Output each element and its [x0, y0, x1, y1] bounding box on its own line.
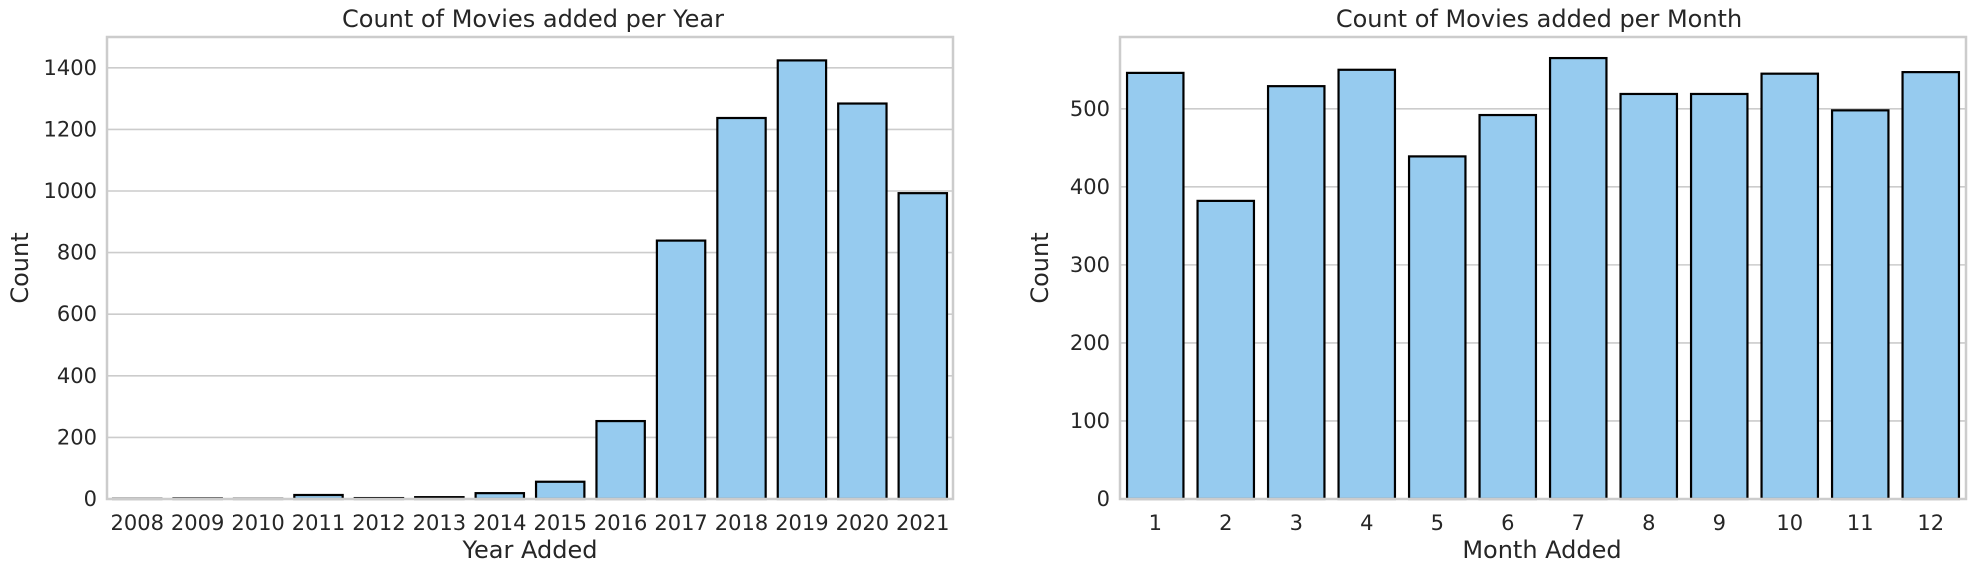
y-tick-label: 800 — [57, 241, 97, 265]
bar-7 — [1550, 58, 1606, 499]
y-tick-label: 300 — [1070, 253, 1110, 277]
chart-title: Count of Movies added per Month — [1336, 5, 1742, 33]
x-tick-label: 11 — [1847, 511, 1874, 535]
x-tick-label: 2021 — [896, 511, 949, 535]
bar-10 — [1762, 74, 1818, 499]
x-tick-label: 10 — [1776, 511, 1803, 535]
x-tick-labels: 2008 2009 2010 2011 2012 2013 2014 2015 2016 2017… — [110, 511, 949, 535]
y-tick-labels: 0 200 400 600 800 1000 1200 1400 — [44, 56, 97, 511]
x-tick-label: 2020 — [836, 511, 889, 535]
x-tick-label: 2019 — [775, 511, 828, 535]
bar-2020 — [838, 104, 886, 499]
bar-9 — [1691, 94, 1747, 499]
bar-11 — [1832, 110, 1888, 499]
bar-6 — [1480, 115, 1536, 499]
x-tick-label: 3 — [1290, 511, 1303, 535]
chart-movies-per-month: Count of Movies added per Month 0 100 200 3… — [1026, 5, 1966, 564]
x-tick-label: 2 — [1219, 511, 1232, 535]
y-tick-label: 0 — [84, 487, 97, 511]
x-tick-label: 2013 — [413, 511, 466, 535]
y-tick-label: 200 — [1070, 331, 1110, 355]
x-tick-label: 2018 — [715, 511, 768, 535]
x-tick-label: 4 — [1360, 511, 1373, 535]
y-tick-label: 1400 — [44, 56, 97, 80]
x-tick-label: 2016 — [594, 511, 647, 535]
bar-2017 — [657, 241, 705, 499]
bar-1 — [1127, 73, 1183, 499]
x-tick-label: 2011 — [292, 511, 345, 535]
bar-2018 — [717, 118, 765, 499]
x-tick-label: 1 — [1149, 511, 1162, 535]
y-tick-label: 0 — [1097, 487, 1110, 511]
y-axis-label: Count — [1026, 232, 1054, 303]
y-tick-label: 200 — [57, 425, 97, 449]
x-axis-label: Month Added — [1462, 536, 1621, 564]
y-tick-label: 500 — [1070, 97, 1110, 121]
y-axis-label: Count — [6, 232, 34, 303]
bar-2021 — [899, 193, 947, 499]
x-tick-label: 2015 — [533, 511, 586, 535]
bar-12 — [1903, 72, 1959, 499]
x-tick-label: 2010 — [231, 511, 284, 535]
bar-2016 — [596, 421, 644, 499]
chart-movies-per-year: Count of Movies added per Year 0 200 400 60… — [6, 5, 953, 564]
y-tick-label: 1200 — [44, 117, 97, 141]
x-tick-label: 9 — [1713, 511, 1726, 535]
y-tick-labels: 0 100 200 300 400 500 — [1070, 97, 1110, 511]
x-tick-label: 6 — [1501, 511, 1514, 535]
bar-8 — [1621, 94, 1677, 499]
x-tick-label: 7 — [1572, 511, 1585, 535]
bars — [1127, 58, 1959, 499]
x-tick-label: 5 — [1431, 511, 1444, 535]
bar-5 — [1409, 156, 1465, 499]
bar-4 — [1339, 70, 1395, 499]
bars — [113, 60, 947, 499]
y-tick-label: 100 — [1070, 409, 1110, 433]
x-tick-label: 2012 — [352, 511, 405, 535]
y-tick-label: 400 — [1070, 175, 1110, 199]
x-tick-label: 8 — [1642, 511, 1655, 535]
x-tick-label: 2009 — [171, 511, 224, 535]
y-tick-label: 400 — [57, 364, 97, 388]
x-tick-label: 12 — [1917, 511, 1944, 535]
y-tick-label: 600 — [57, 302, 97, 326]
y-tick-label: 1000 — [44, 179, 97, 203]
x-axis-label: Year Added — [462, 536, 598, 564]
x-tick-label: 2008 — [110, 511, 163, 535]
x-tick-label: 2014 — [473, 511, 526, 535]
x-tick-label: 2017 — [654, 511, 707, 535]
bar-2019 — [778, 60, 826, 499]
bar-2015 — [536, 482, 584, 499]
chart-title: Count of Movies added per Year — [342, 5, 724, 33]
bar-2 — [1198, 201, 1254, 499]
bar-3 — [1268, 86, 1324, 499]
